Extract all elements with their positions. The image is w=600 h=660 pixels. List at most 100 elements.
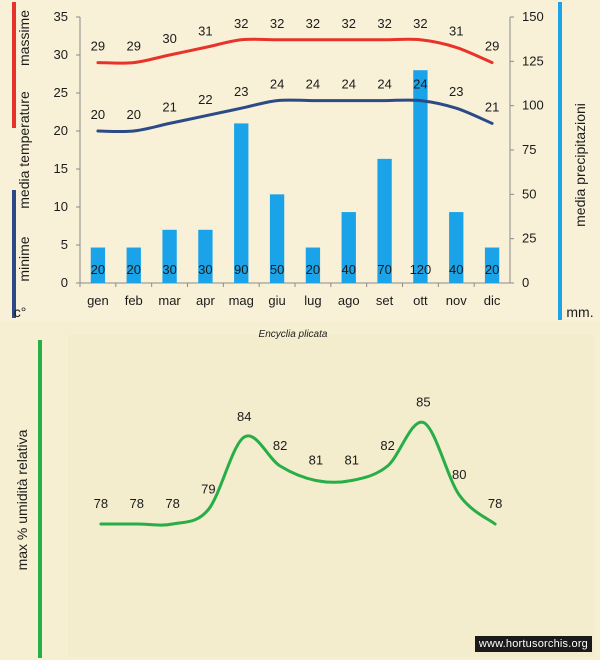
humidity-series-line [99, 420, 497, 527]
max-temperature-label: 32 [377, 16, 391, 31]
x-tick-label: apr [196, 293, 215, 308]
x-tick-label: ott [413, 293, 428, 308]
max-temperature-label: 32 [306, 16, 320, 31]
precipitation-label: 30 [162, 262, 176, 277]
max-temperature-label: 29 [91, 39, 105, 54]
min-temperature-label: 23 [234, 84, 248, 99]
humidity-axis-title: max % umidità relativa [14, 429, 30, 570]
max-temperature-label: massime [16, 10, 32, 66]
humidity-value-label: 81 [345, 453, 359, 468]
min-temperature-label: 22 [198, 92, 212, 107]
precipitation-label: 20 [127, 262, 141, 277]
precipitation-axis-title: media precipitazioni [572, 103, 588, 227]
humidity-line [99, 420, 497, 527]
right-tick-label: 125 [522, 53, 544, 68]
min-temperature-label: 24 [306, 77, 320, 92]
humidity-value-label: 85 [416, 395, 430, 410]
left-tick-label: 10 [54, 199, 68, 214]
precipitation-label: 50 [270, 262, 284, 277]
max-temperature-label: 29 [485, 39, 499, 54]
top-chart-labels: 29 29 30 31 32 32 32 32 32 32 31 29 20 20 21 22 23 24 24 24… [91, 16, 500, 277]
x-tick-label: mar [158, 293, 181, 308]
max-temperature-line [96, 37, 494, 65]
humidity-plot-area [68, 335, 594, 657]
humidity-value-label: 80 [452, 467, 466, 482]
left-tick-label: 20 [54, 123, 68, 138]
x-tick-label: lug [304, 293, 321, 308]
humidity-value-label: 81 [309, 453, 323, 468]
precipitation-label: 20 [306, 262, 320, 277]
precipitation-label: 40 [342, 262, 356, 277]
right-tick-label: 50 [522, 186, 536, 201]
precipitation-bars [90, 70, 500, 284]
x-tick-label: giu [268, 293, 285, 308]
humidity-value-label: 78 [165, 496, 179, 511]
min-temperature-label: 20 [127, 107, 141, 122]
min-temperature-label: 20 [91, 107, 105, 122]
min-temperature-line [96, 98, 494, 134]
right-tick-label: 150 [522, 9, 544, 24]
left-tick-label: 15 [54, 161, 68, 176]
humidity-value-label: 84 [237, 409, 251, 424]
max-temperature-label: 32 [413, 16, 427, 31]
left-tick-label: 25 [54, 85, 68, 100]
max-temperature-label: 29 [127, 39, 141, 54]
x-tick-label: set [376, 293, 394, 308]
temperature-unit-label: c° [14, 304, 27, 320]
precipitation-label: 120 [410, 262, 432, 277]
humidity-value-label: 78 [488, 496, 502, 511]
left-tick-label: 30 [54, 47, 68, 62]
precipitation-bar [341, 212, 356, 283]
precipitation-bar [234, 123, 249, 284]
precipitation-bar [305, 247, 321, 283]
temperature-axis-title: media temperature [16, 91, 32, 209]
right-tick-label: 75 [522, 142, 536, 157]
precipitation-bar [449, 212, 464, 283]
precipitation-label: 70 [377, 262, 391, 277]
precipitation-label: 90 [234, 262, 248, 277]
precipitation-label: 20 [485, 262, 499, 277]
precipitation-bar [377, 158, 392, 283]
site-watermark: www.hortusorchis.org [474, 636, 592, 652]
max-temperature-label: 32 [342, 16, 356, 31]
max-temperature-label: 32 [234, 16, 248, 31]
x-tick-label: mag [229, 293, 254, 308]
right-tick-label: 25 [522, 231, 536, 246]
min-temperature-label: 24 [270, 77, 284, 92]
precipitation-label: 40 [449, 262, 463, 277]
max-temperature-label: 31 [449, 23, 463, 38]
species-caption: Encyclia plicata [259, 329, 328, 340]
humidity-value-label: 82 [273, 438, 287, 453]
humidity-labels: 78 78 78 79 84 82 81 81 82 85 80 78 [94, 395, 503, 512]
min-temperature-label: 23 [449, 84, 463, 99]
humidity-value-label: 82 [380, 438, 394, 453]
max-temperature-label: 31 [198, 23, 212, 38]
precipitation-label: 20 [91, 262, 105, 277]
min-temperature-label: 21 [162, 99, 176, 114]
max-temperature-label: 32 [270, 16, 284, 31]
precipitation-bar [413, 70, 428, 283]
min-temperature-label: 24 [413, 77, 427, 92]
left-tick-label: 35 [54, 9, 68, 24]
humidity-value-label: 78 [130, 496, 144, 511]
humidity-value-label: 79 [201, 482, 215, 497]
min-temperature-label: minime [16, 236, 32, 281]
left-tick-label: 5 [61, 237, 68, 252]
precipitation-bar [126, 247, 141, 283]
left-tick-label: 0 [61, 275, 68, 290]
min-temperature-label: 24 [342, 77, 356, 92]
precipitation-bar [269, 194, 285, 283]
right-tick-label: 100 [522, 98, 544, 113]
precipitation-bar [198, 229, 213, 283]
precipitation-unit-label: mm. [566, 304, 593, 320]
precipitation-bar [162, 229, 177, 283]
temperature-lines [96, 37, 494, 134]
min-temperature-label: 21 [485, 99, 499, 114]
humidity-value-label: 78 [94, 496, 108, 511]
max-temperature-label: 30 [162, 31, 176, 46]
x-tick-label: gen [87, 293, 109, 308]
x-tick-label: dic [484, 293, 501, 308]
x-tick-label: feb [125, 293, 143, 308]
